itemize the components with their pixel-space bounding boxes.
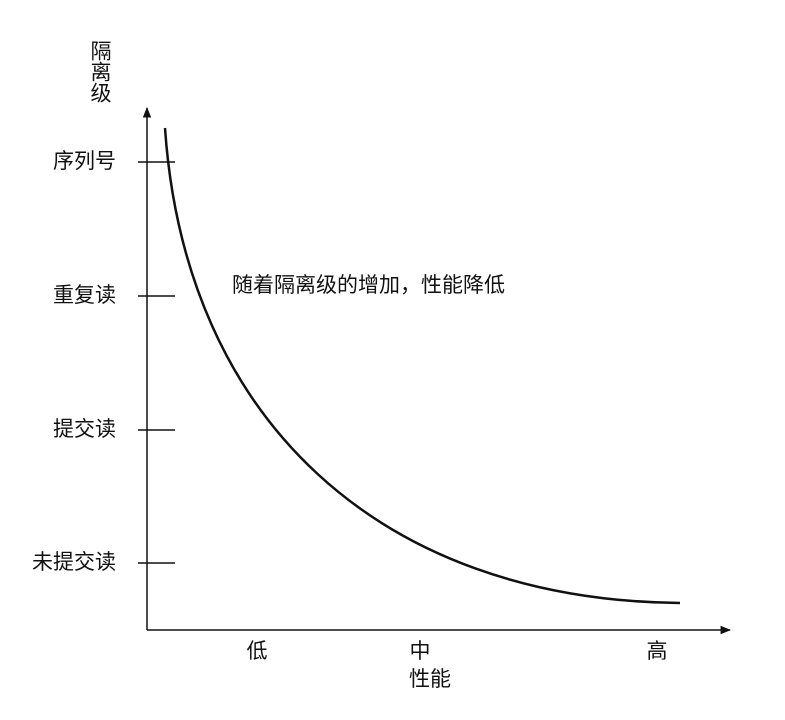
x-level-label: 高 [647,639,668,663]
annotation: 随着隔离级的增加，性能降低 [232,273,505,297]
y-level-label: 未提交读 [32,550,116,574]
performance-curve [163,127,681,605]
y-level-label: 重复读 [53,283,116,307]
y-level-label: 提交读 [53,417,116,441]
x-axis-title: 性能 [409,667,451,691]
y-level-label: 序列号 [53,149,116,173]
x-level-label: 低 [247,639,268,663]
x-level-label: 中 [410,639,431,663]
y-axis-title: 隔离级 [88,40,112,103]
